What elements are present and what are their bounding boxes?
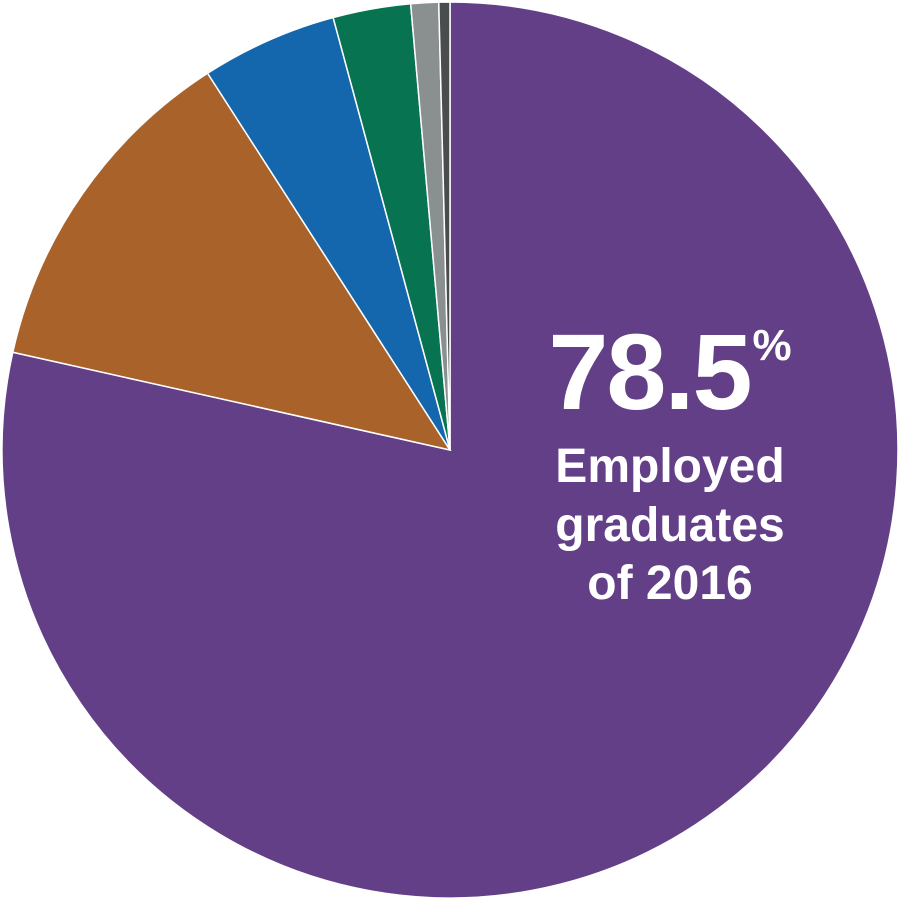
employed-description: Employed graduates of 2016: [500, 438, 840, 614]
employed-value: 78.5: [548, 311, 752, 432]
pie-slice-6: [437, 1, 451, 451]
callout-line-3: of 2016: [587, 557, 753, 611]
employed-callout: 78.5 % Employed graduates of 2016: [500, 318, 840, 614]
callout-line-1: Employed: [555, 440, 785, 493]
percent-sign: %: [752, 321, 792, 370]
pie-slice-2: [11, 72, 452, 452]
employed-percentage: 78.5 %: [500, 318, 840, 426]
callout-line-2: graduates: [555, 498, 785, 552]
